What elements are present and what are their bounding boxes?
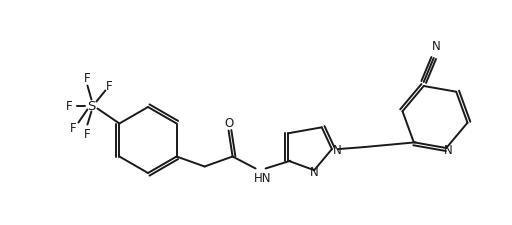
Text: F: F [66, 99, 73, 112]
Text: F: F [70, 122, 77, 134]
Text: N: N [310, 165, 318, 178]
Text: O: O [224, 117, 233, 129]
Text: N: N [332, 143, 342, 156]
Text: F: F [84, 127, 91, 140]
Text: F: F [84, 72, 91, 85]
Text: HN: HN [254, 171, 271, 184]
Text: N: N [432, 40, 441, 53]
Text: F: F [106, 80, 113, 93]
Text: S: S [87, 99, 96, 112]
Text: N: N [444, 143, 453, 156]
